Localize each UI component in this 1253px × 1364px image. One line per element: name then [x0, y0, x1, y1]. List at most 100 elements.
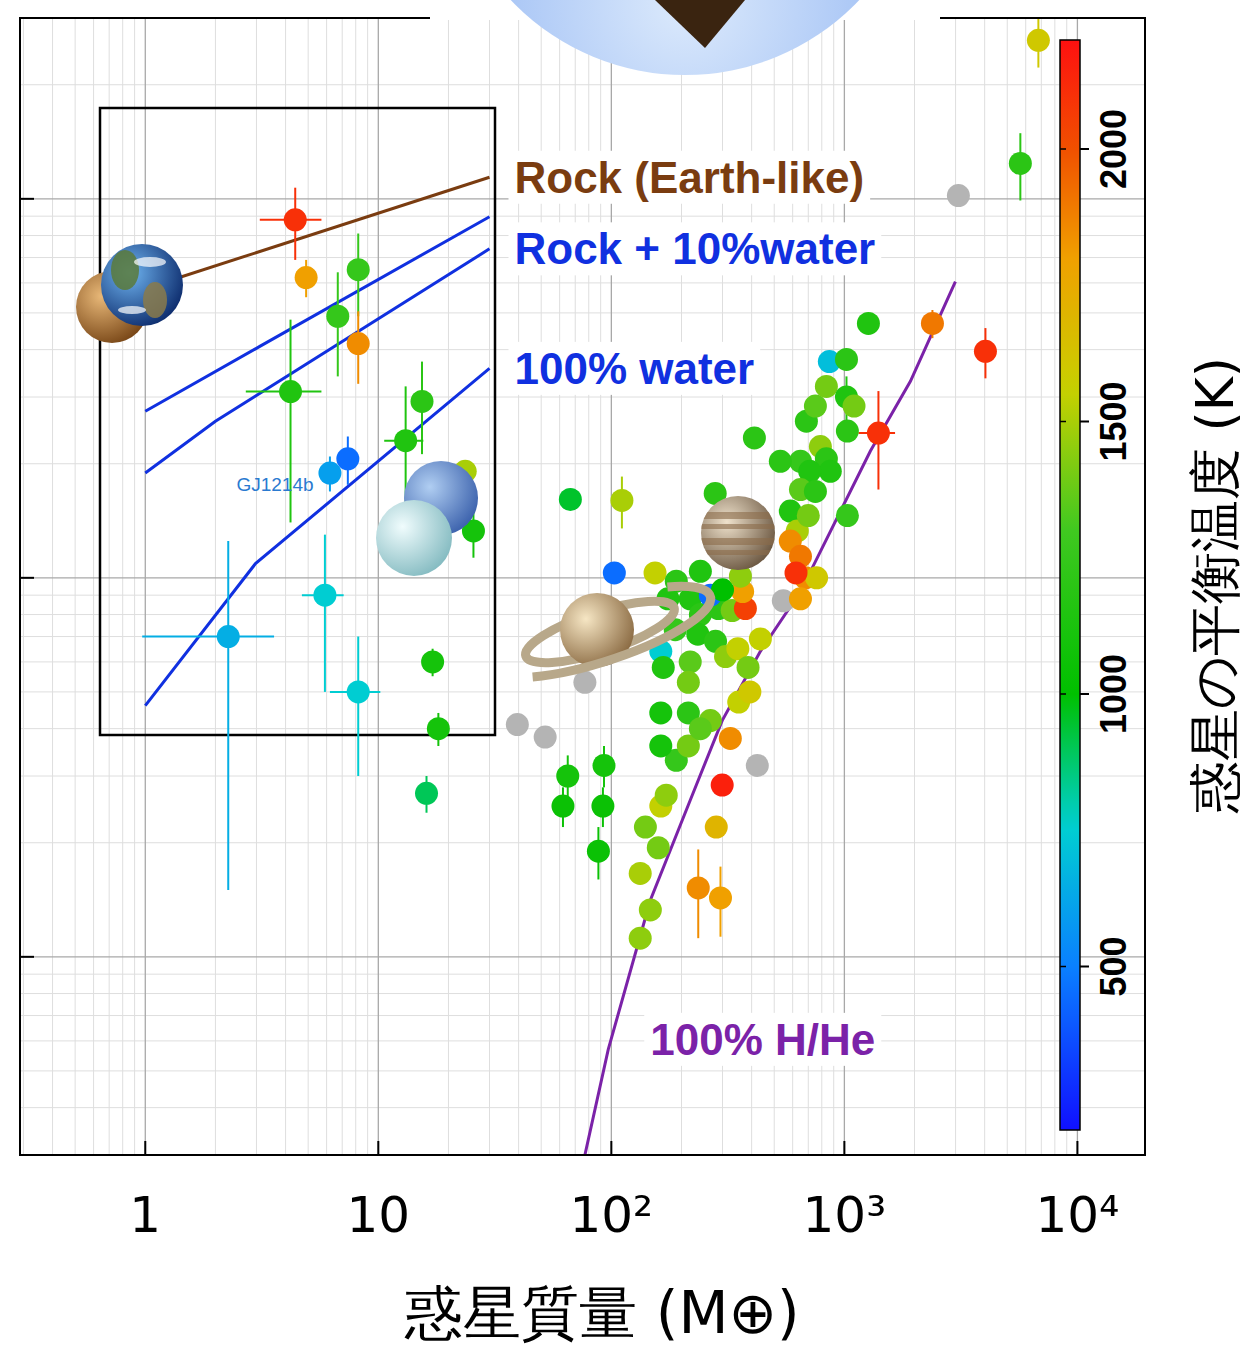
- planet-point: [789, 587, 812, 610]
- planet-point: [551, 795, 574, 818]
- x-tick-label: 10⁴: [1036, 1186, 1120, 1244]
- minor-grid: [256, 18, 257, 1155]
- planet-point: [679, 650, 702, 673]
- planet-icons: [76, 244, 776, 684]
- grid-line: [145, 18, 146, 1155]
- planet-point: [677, 671, 700, 694]
- minor-grid: [20, 993, 1145, 994]
- minor-grid: [20, 84, 1145, 85]
- curve-label: 100% water: [514, 344, 754, 393]
- planet-point: [974, 340, 997, 363]
- minor-grid: [20, 1015, 1145, 1016]
- planet-point: [217, 625, 240, 648]
- planet-point: [559, 488, 582, 511]
- colorbar-title: 惑星の平衡温度 (K): [1185, 357, 1245, 814]
- x-tick: [1076, 1141, 1078, 1155]
- planet-point: [415, 782, 438, 805]
- minor-grid: [52, 18, 53, 1155]
- planet-point: [639, 898, 662, 921]
- planet-point: [867, 422, 890, 445]
- planet-point: [591, 795, 614, 818]
- minor-grid: [20, 397, 1145, 398]
- minor-grid: [448, 18, 449, 1155]
- x-tick: [144, 1141, 146, 1155]
- planet-point: [587, 840, 610, 863]
- minor-grid: [109, 18, 110, 1155]
- label-patch: [508, 222, 881, 275]
- earth-icon: [101, 244, 183, 326]
- colorbar-tick: [1080, 421, 1089, 423]
- y-tick: [20, 198, 34, 200]
- interior-core: [655, 0, 745, 48]
- planet-point: [921, 312, 944, 335]
- minor-grid: [20, 1040, 1145, 1041]
- model-curve: [585, 282, 956, 1155]
- x-axis-title: 惑星質量 (M⊕): [404, 1279, 799, 1347]
- jupiter-band: [700, 512, 776, 519]
- planet-point: [652, 656, 675, 679]
- planet-point: [804, 480, 827, 503]
- grid-line: [20, 577, 1145, 578]
- planet-point: [593, 754, 616, 777]
- planet-point: [705, 816, 728, 839]
- jupiter-band: [700, 538, 776, 545]
- colorbar: [1060, 40, 1080, 1130]
- minor-grid: [20, 216, 1145, 217]
- planet-point: [411, 390, 434, 413]
- planet-point: [689, 717, 712, 740]
- minor-grid: [285, 18, 286, 1155]
- chart: Rock (Earth-like)Rock + 10%water100% wat…: [0, 0, 1253, 1364]
- x-tick-label: 1: [129, 1186, 161, 1244]
- annotation: GJ1214b: [236, 474, 313, 495]
- minor-grid: [20, 463, 1145, 464]
- planet-point: [1027, 29, 1050, 52]
- planet-point: [534, 726, 557, 749]
- model-curve: [145, 177, 489, 288]
- plot-data: [142, 18, 1050, 1155]
- planet-point: [784, 561, 807, 584]
- planet-point: [737, 656, 760, 679]
- planet-point: [326, 305, 349, 328]
- minor-grid: [20, 1107, 1145, 1108]
- planet-point: [279, 380, 302, 403]
- planet-point: [347, 258, 370, 281]
- planet-point: [649, 701, 672, 724]
- planet-point: [295, 266, 318, 289]
- minor-grid: [1007, 18, 1008, 1155]
- planet-point: [336, 447, 359, 470]
- minor-grid: [1041, 18, 1042, 1155]
- minor-grid: [215, 18, 216, 1155]
- minor-grid: [23, 18, 24, 1155]
- saturn-ring-front: [519, 575, 719, 684]
- x-tick-label: 10³: [803, 1186, 887, 1244]
- planet-point: [749, 627, 772, 650]
- minor-grid: [93, 18, 94, 1155]
- colorbar-tick: [1080, 693, 1089, 695]
- earth-cloud: [134, 257, 166, 267]
- x-tick: [377, 1141, 379, 1155]
- curve-label: 100% H/He: [650, 1015, 875, 1064]
- planet-point: [644, 561, 667, 584]
- model-curve: [145, 217, 489, 412]
- planet-point: [603, 561, 626, 584]
- minor-grid: [308, 18, 309, 1155]
- colorbar-tick-label: 1500: [1093, 381, 1134, 461]
- jupiter-band: [700, 524, 776, 529]
- planet-point: [610, 489, 633, 512]
- planet-point: [629, 862, 652, 885]
- planet-point: [347, 680, 370, 703]
- planet-point: [394, 429, 417, 452]
- y-tick: [20, 577, 34, 579]
- planet-point: [556, 765, 579, 788]
- planet-point: [835, 348, 858, 371]
- planet-point: [709, 886, 732, 909]
- earth-land: [143, 282, 167, 318]
- minor-grid: [489, 18, 490, 1155]
- planet-point: [947, 184, 970, 207]
- planet-point: [347, 332, 370, 355]
- planet-point: [313, 584, 336, 607]
- minor-grid: [20, 728, 1145, 729]
- jupiter-bands: [700, 512, 776, 555]
- label-patch: [508, 151, 870, 204]
- minor-grid: [20, 595, 1145, 596]
